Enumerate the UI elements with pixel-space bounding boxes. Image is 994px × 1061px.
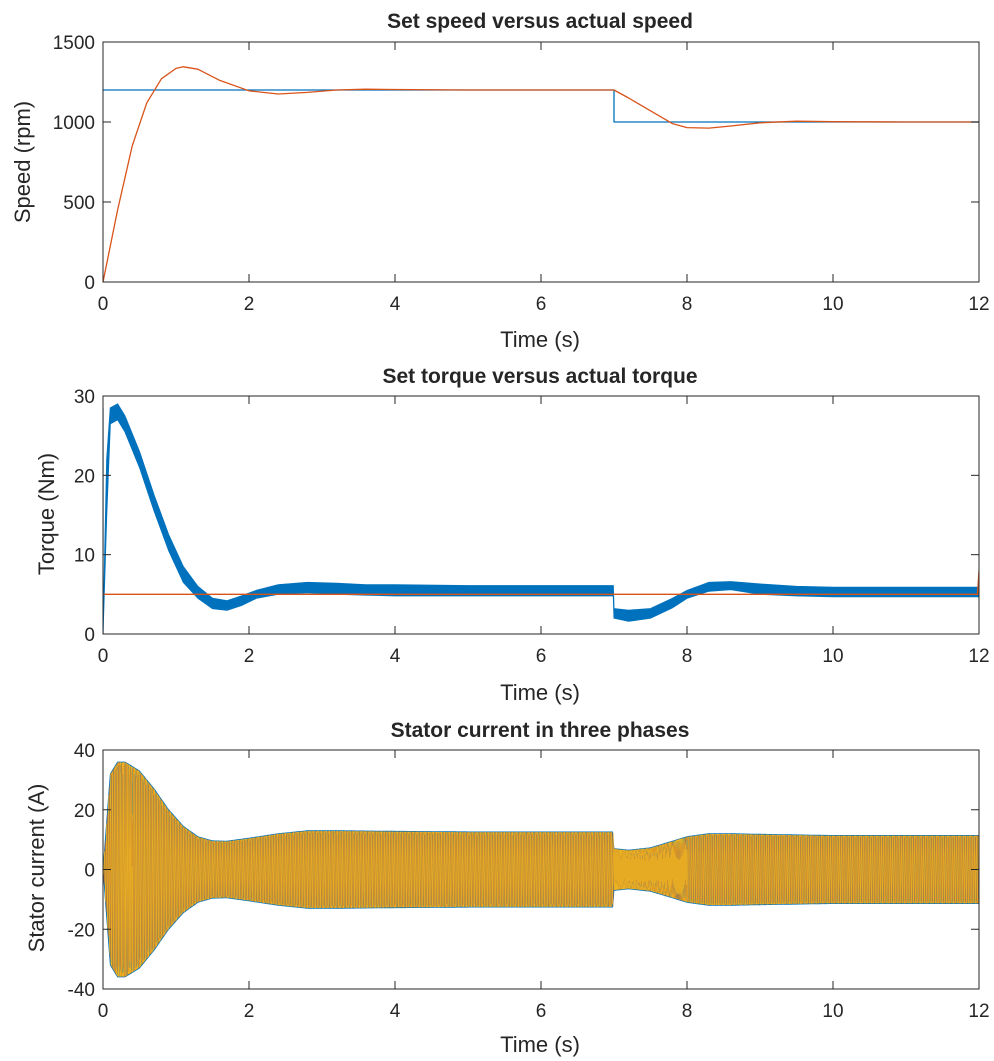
torque-y-tick-label: 30 [74, 387, 95, 408]
current-chart-title: Stator current in three phases [391, 719, 690, 742]
torque-x-tick-label: 10 [822, 646, 843, 667]
torque-y-tick-label: 10 [74, 546, 95, 567]
speed-x-tick-label: 6 [536, 294, 547, 315]
current-x-tick-label: 2 [244, 1001, 255, 1022]
torque-chart-title: Set torque versus actual torque [382, 365, 697, 388]
speed-set-line [103, 89, 979, 123]
current-plot-area: 0 2 4 6 8 10 12 -40 -20 0 20 40 [68, 741, 990, 1022]
speed-x-tick-label: 10 [822, 294, 843, 315]
current-x-tick-label: 10 [822, 1001, 843, 1022]
current-y-tick-label: 40 [74, 741, 95, 762]
torque-y-tick-label: 0 [84, 625, 95, 646]
torque-x-tick-label: 2 [244, 646, 255, 667]
torque-x-tick-label: 4 [390, 646, 401, 667]
speed-y-tick-label: 1000 [53, 113, 95, 134]
speed-y-tick-label: 1500 [53, 33, 95, 54]
current-y-axis-label: Stator current (A) [24, 784, 49, 953]
current-axes: Stator current in three phases 0 2 4 6 8 10 12… [24, 719, 990, 1057]
current-x-tick-label: 0 [98, 1001, 109, 1022]
speed-x-tick-label: 2 [244, 294, 255, 315]
current-x-tick-label: 12 [968, 1001, 989, 1022]
current-y-tick-label: 20 [74, 801, 95, 822]
speed-axes: Set speed versus actual speed 0 2 4 6 8 10 120… [10, 10, 990, 352]
torque-series-group [103, 403, 979, 634]
current-x-axis-label: Time (s) [500, 1032, 580, 1057]
current-x-tick-label: 8 [682, 1001, 693, 1022]
torque-axes: Set torque versus actual torque 0 2 4 6 8 10 1… [34, 365, 990, 705]
torque-x-axis-label: Time (s) [500, 680, 580, 705]
current-y-tick-label: -20 [68, 920, 95, 941]
torque-x-tick-label: 8 [682, 646, 693, 667]
current-x-tick-label: 6 [536, 1001, 547, 1022]
speed-series-group [103, 66, 979, 282]
speed-plot-area: 0 2 4 6 8 10 12 0 500 1000 1500 [53, 33, 990, 315]
speed-x-tick-label: 0 [98, 294, 109, 315]
speed-y-tick-label: 0 [84, 273, 95, 294]
current-series-group [103, 761, 979, 978]
torque-x-tick-label: 0 [98, 646, 109, 667]
speed-x-tick-label: 12 [968, 294, 989, 315]
speed-y-tick-label: 500 [63, 193, 95, 214]
torque-y-tick-label: 20 [74, 466, 95, 487]
torque-plot-area: 0 2 4 6 8 10 12 0 10 20 30 [74, 387, 990, 667]
speed-chart-title: Set speed versus actual speed [387, 10, 693, 33]
speed-x-axis-label: Time (s) [500, 327, 580, 352]
speed-axes-box [102, 41, 980, 283]
torque-actual-band [103, 403, 979, 634]
speed-actual-line [103, 66, 979, 282]
current-phase-c-line [103, 762, 979, 977]
torque-y-axis-label: Torque (Nm) [34, 453, 59, 575]
speed-x-tick-label: 8 [682, 294, 693, 315]
current-y-tick-label: -40 [68, 980, 95, 1001]
speed-x-tick-label: 4 [390, 294, 401, 315]
current-phase-b-line [103, 761, 979, 977]
torque-x-tick-label: 6 [536, 646, 547, 667]
current-y-tick-label: 0 [84, 861, 95, 882]
torque-x-tick-label: 12 [968, 646, 989, 667]
current-x-tick-label: 4 [390, 1001, 401, 1022]
speed-y-axis-label: Speed (rpm) [10, 101, 35, 223]
